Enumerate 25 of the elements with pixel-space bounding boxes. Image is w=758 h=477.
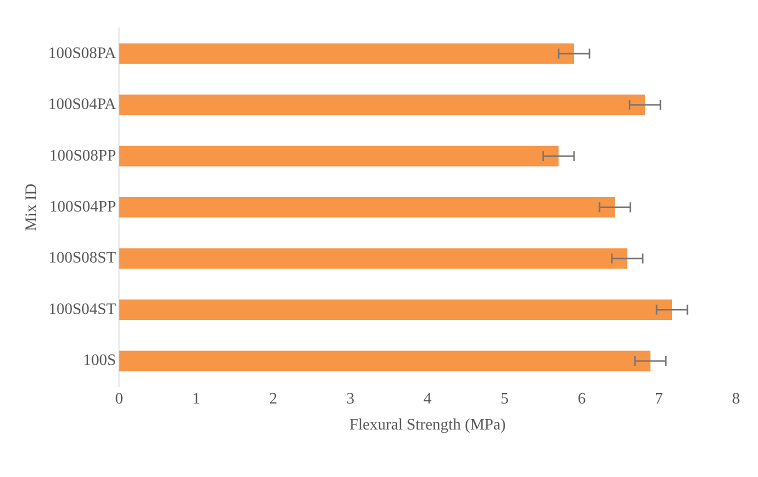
bar xyxy=(119,248,628,269)
bar xyxy=(119,43,574,64)
y-tick-label: 100S08ST xyxy=(48,250,116,267)
x-tick-label: 3 xyxy=(346,390,354,408)
y-tick-label: 100S08PP xyxy=(49,147,116,164)
x-tick-label: 5 xyxy=(500,390,509,408)
x-tick-label: 1 xyxy=(192,390,200,408)
y-axis-title: Mix ID xyxy=(22,184,40,232)
x-axis-title: Flexural Strength (MPa) xyxy=(349,416,506,434)
x-tick-label: 0 xyxy=(115,390,124,408)
bar xyxy=(119,350,650,372)
x-tick-label: 2 xyxy=(269,390,278,408)
bar xyxy=(119,146,559,166)
y-tick-label: 100S xyxy=(83,352,116,370)
x-tick-label: 4 xyxy=(424,390,432,408)
bar xyxy=(119,94,646,116)
x-tick-label: 7 xyxy=(654,390,663,408)
y-tick-label: 100S08PA xyxy=(48,44,117,62)
y-tick-label: 100S04PA xyxy=(48,96,117,114)
bar xyxy=(119,300,672,320)
bar xyxy=(119,197,615,218)
x-tick-label: 6 xyxy=(578,390,586,408)
x-tick-label: 8 xyxy=(732,390,740,408)
y-tick-label: 100S04PP xyxy=(49,198,116,216)
y-tick-label: 100S04ST xyxy=(48,300,116,318)
